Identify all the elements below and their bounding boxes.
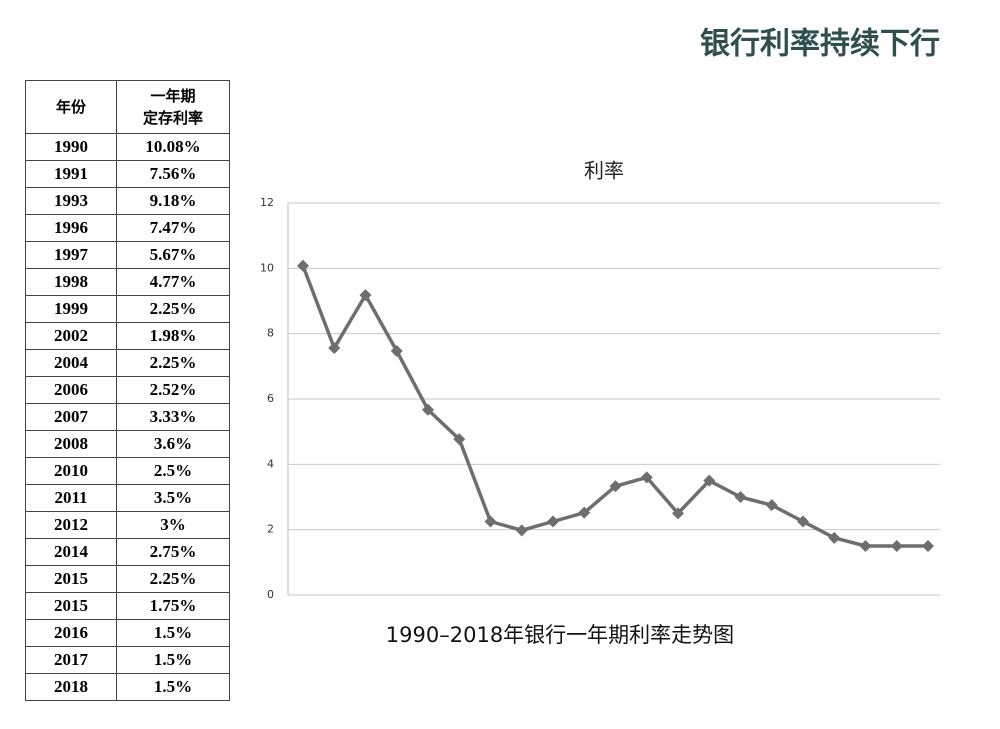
year-cell: 2008: [25, 430, 117, 458]
data-point: [547, 515, 559, 528]
y-tick-label: 2: [267, 523, 274, 536]
table-row: 2016 1.5%: [25, 619, 230, 647]
rate-cell: 9.18%: [116, 187, 230, 215]
y-tick-label: 6: [267, 392, 274, 405]
data-point: [484, 515, 497, 528]
data-point: [922, 540, 934, 552]
rate-header-line: 一年期: [150, 87, 196, 105]
year-cell: 2018: [25, 673, 117, 701]
table-row: 2011 3.5%: [25, 484, 230, 512]
rate-cell: 4.77%: [116, 268, 230, 296]
rate-cell: 2.25%: [116, 295, 230, 323]
data-point: [578, 506, 591, 519]
y-tick-label: 10: [260, 261, 274, 274]
table-row: 1993 9.18%: [25, 187, 230, 215]
header-row: 年份 一年期定存利率: [25, 80, 230, 134]
y-tick-label: 4: [267, 457, 274, 470]
table-row: 1999 2.25%: [25, 295, 230, 323]
year-header: 年份: [25, 80, 117, 134]
year-cell: 2011: [25, 484, 117, 512]
rate-cell: 5.67%: [116, 241, 230, 269]
year-cell: 2012: [25, 511, 117, 539]
year-cell: 2002: [25, 322, 117, 350]
year-cell: 2004: [25, 349, 117, 377]
table-row: 2004 2.25%: [25, 349, 230, 377]
rate-cell: 10.08%: [116, 133, 230, 161]
rate-cell: 1.5%: [116, 673, 230, 701]
year-cell: 1990: [25, 133, 117, 161]
data-point: [734, 491, 747, 503]
data-point: [890, 540, 903, 552]
data-point: [390, 344, 403, 357]
data-point: [859, 540, 872, 552]
data-point: [765, 499, 778, 512]
y-tick-label: 0: [267, 588, 274, 601]
rate-table: 年份 一年期 定存利率 1990 10.08% 1991 7.56% 1993 9.18% 1…: [25, 80, 230, 701]
rate-cell: 1.5%: [116, 619, 230, 647]
table-row: 1997 5.67%: [25, 241, 230, 269]
table-row: 2014 2.75%: [25, 538, 230, 566]
rate-cell: 3%: [116, 511, 230, 539]
data-line: [301, 265, 928, 548]
rate-cell: 2.52%: [116, 376, 230, 404]
year-cell: 2015: [25, 565, 117, 593]
year-cell: 1997: [25, 241, 117, 269]
table-row: 2018 1.5%: [25, 673, 230, 701]
chart-caption: 1990–2018年银行一年期利率走势图: [386, 623, 734, 647]
table-row: 1991 7.56%: [25, 160, 230, 188]
data-point: [359, 289, 372, 302]
y-tick-label: 12: [260, 196, 274, 209]
table-row: 2017 1.5%: [25, 646, 230, 674]
data-point: [453, 433, 466, 446]
year-cell: 2015: [25, 592, 117, 620]
year-cell: 2014: [25, 538, 117, 566]
page-title: 银行利率持续下行: [700, 27, 940, 62]
table-row: 2012 3%: [25, 511, 230, 539]
data-point: [640, 471, 653, 484]
data-point: [422, 403, 434, 416]
data-point: [515, 524, 528, 537]
data-point: [828, 531, 841, 544]
rate-cell: 7.47%: [116, 214, 230, 242]
rate-cell: 2.25%: [116, 349, 230, 377]
y-tick-label: 8: [267, 327, 274, 340]
table-row: 2015 2.25%: [25, 565, 230, 593]
table-row: 2010 2.5%: [25, 457, 230, 485]
table-row: 1990 10.08%: [25, 133, 230, 161]
data-point: [703, 474, 716, 487]
rate-cell: 1.5%: [116, 646, 230, 674]
year-cell: 1993: [25, 187, 117, 215]
data-point: [328, 342, 341, 355]
rate-cell: 2.25%: [116, 565, 230, 593]
year-cell: 2016: [25, 619, 117, 647]
data-point: [609, 480, 622, 493]
data-point: [672, 507, 684, 520]
data-point: [797, 515, 809, 528]
chart-title: 利率: [584, 159, 624, 183]
table-row: 2007 3.33%: [25, 403, 230, 431]
rate-cell: 2.75%: [116, 538, 230, 566]
rate-header: 一年期 定存利率: [116, 80, 230, 134]
rate-header-line: 定存利率: [142, 109, 203, 127]
data-point: [297, 259, 309, 272]
